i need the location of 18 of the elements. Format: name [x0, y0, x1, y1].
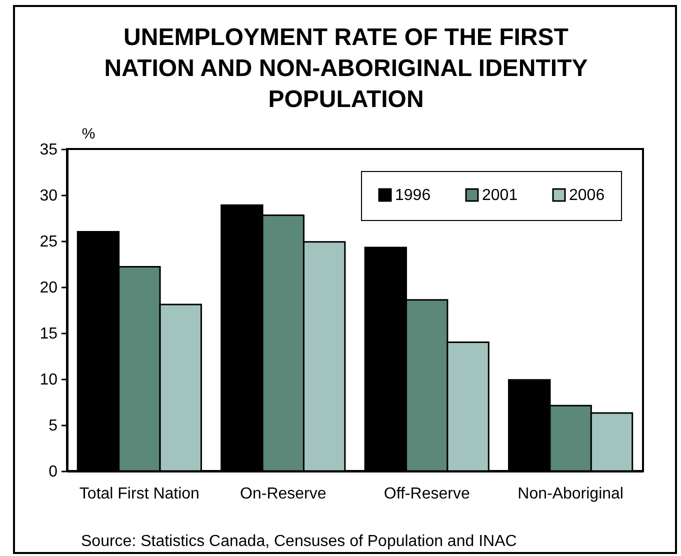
y-tick-label: 25: [40, 234, 58, 250]
y-tick-label: 10: [40, 372, 58, 388]
y-tick-label: 20: [40, 280, 58, 296]
x-tick-label: Non-Aboriginal: [518, 486, 624, 502]
y-tick-label: 5: [48, 418, 58, 434]
legend-label: 2001: [482, 187, 518, 204]
legend-label: 1996: [395, 187, 431, 204]
y-axis-title: %: [82, 126, 96, 142]
source-note: Source: Statistics Canada, Censuses of Population and INAC: [81, 533, 517, 551]
y-tick-label: 35: [40, 142, 58, 158]
y-tick-label: 0: [48, 464, 58, 480]
y-tick-label: 15: [40, 326, 58, 342]
x-tick-label: Total First Nation: [79, 486, 200, 502]
legend-label: 2006: [569, 187, 605, 204]
x-tick-label: On-Reserve: [240, 486, 326, 502]
chart-title: UNEMPLOYMENT RATE OF THE FIRST NATION AND NON-ABORIGINAL IDENTITY POPULATION: [103, 23, 589, 115]
x-tick-label: Off-Reserve: [384, 486, 470, 502]
y-tick-label: 30: [40, 188, 58, 204]
